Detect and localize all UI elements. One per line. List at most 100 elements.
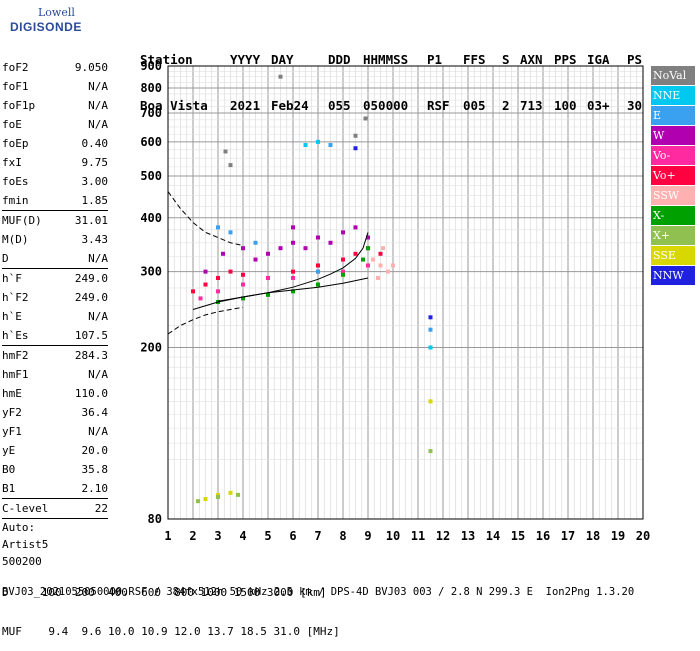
- param-key: fxI: [2, 156, 22, 169]
- y-tick-labels: 80 200 300 400 500 600 700 800 900: [140, 59, 162, 526]
- auto-scaling-text: 500200: [2, 555, 42, 568]
- footer-muf-row: MUF 9.4 9.6 10.0 10.9 12.0 13.7 18.5 31.…: [2, 625, 340, 638]
- echo-point: [191, 289, 195, 294]
- legend-item: SSE: [651, 246, 695, 265]
- header-label-7: S: [502, 52, 510, 67]
- header-value-11: 30: [627, 98, 643, 113]
- y-tick-label: 800: [140, 81, 162, 95]
- echo-point: [228, 163, 233, 168]
- header-value-4: 050000: [363, 98, 409, 113]
- param-value: 36.4: [81, 406, 109, 419]
- param-value: 22: [94, 502, 108, 515]
- param-row-f: foF2 9.050: [2, 58, 108, 77]
- param-value: N/A: [88, 252, 108, 265]
- echo-point: [216, 492, 220, 497]
- param-row-h: h`E N/A: [2, 307, 108, 326]
- param-row-profile: hmF1 N/A: [2, 365, 108, 384]
- header-label-8: AXN: [520, 52, 543, 67]
- x-tick-label: 12: [436, 529, 450, 543]
- param-value: N/A: [88, 99, 108, 112]
- param-key: hmE: [2, 387, 22, 400]
- echo-point: [216, 225, 220, 230]
- header-value-1: 2021: [230, 98, 261, 113]
- header-value-2: Feb24: [271, 98, 309, 113]
- param-value: N/A: [88, 118, 108, 131]
- echo-point: [278, 246, 283, 251]
- header-label-11: PS: [627, 52, 643, 67]
- echo-point: [376, 275, 380, 280]
- param-key: foE: [2, 118, 22, 131]
- echo-point: [241, 246, 245, 251]
- scaled-parameters-panel: foF2 9.050 foF1 N/A foF1p N/A foE N/A foEp 0.40 fx…: [2, 58, 108, 570]
- echo-point: [203, 497, 208, 502]
- echo-point: [428, 327, 433, 332]
- param-key: hmF1: [2, 368, 29, 381]
- param-divider: [2, 210, 108, 211]
- y-tick-label: 200: [140, 341, 162, 355]
- echo-point: [266, 275, 270, 280]
- param-value: 3.43: [81, 233, 109, 246]
- param-divider: [2, 345, 108, 346]
- header-label-10: IGA: [587, 52, 610, 67]
- footer-distance-row: D 100 200 400 600 800 1000 1500 3000 [km…: [2, 586, 327, 599]
- header-label-2: DAY: [271, 52, 294, 67]
- digisonde-logo: Lowell DIGISONDE: [4, 4, 84, 38]
- y-tick-label: 400: [140, 211, 162, 225]
- param-row-profile: B0 35.8: [2, 460, 108, 479]
- echo-point: [303, 143, 308, 148]
- param-value: 3.00: [81, 175, 109, 188]
- echo-point: [291, 240, 295, 245]
- polarization-legend: NoVal NNE E W Vo- Vo+ SSW X- X+ SSE NNW: [651, 66, 695, 286]
- x-tick-label: 7: [314, 529, 321, 543]
- echo-point: [236, 492, 240, 497]
- x-tick-label: 11: [411, 529, 425, 543]
- logo-line2: DIGISONDE: [10, 20, 82, 34]
- param-value: 1.85: [81, 194, 109, 207]
- echo-point: [366, 235, 370, 240]
- x-tick-label: 14: [486, 529, 500, 543]
- param-value: N/A: [88, 425, 108, 438]
- header-value-7: 2: [502, 98, 510, 113]
- model-curve-dashed: [167, 191, 244, 246]
- echo-point: [316, 263, 320, 268]
- param-key: foEs: [2, 175, 29, 188]
- param-key: foEp: [2, 137, 29, 150]
- param-value: N/A: [88, 310, 108, 323]
- echo-point: [228, 490, 233, 495]
- echo-point: [228, 269, 233, 274]
- header-value-10: 03+: [587, 98, 610, 113]
- param-row-muf: M(D) 3.43: [2, 230, 108, 249]
- legend-item: E: [651, 106, 695, 125]
- echo-point: [291, 225, 295, 230]
- param-key: h`E: [2, 310, 22, 323]
- header-label-0: Station: [140, 52, 193, 67]
- x-tick-label: 20: [636, 529, 650, 543]
- echo-point: [253, 240, 258, 245]
- param-row-f: foF1p N/A: [2, 96, 108, 115]
- header-value-6: 005: [463, 98, 486, 113]
- param-divider: [2, 498, 108, 499]
- param-row-muf: MUF(D) 31.01: [2, 211, 108, 230]
- param-key: fmin: [2, 194, 29, 207]
- echo-point: [196, 499, 200, 504]
- x-tick-label: 10: [386, 529, 400, 543]
- param-row-profile: B1 2.10: [2, 479, 108, 498]
- param-key: foF2: [2, 61, 29, 74]
- station-header: Station YYYY DAY DDD HHMMSS P1 FFS S AXN PPS IGA PS…: [140, 22, 642, 129]
- echo-point: [203, 269, 208, 274]
- footer-table: D 100 200 400 600 800 1000 1500 3000 [km…: [2, 560, 340, 651]
- param-divider: [2, 268, 108, 269]
- header-label-3: DDD: [328, 52, 351, 67]
- param-row-profile: yF2 36.4: [2, 403, 108, 422]
- param-key: B1: [2, 482, 16, 495]
- echo-point: [353, 133, 358, 138]
- x-tick-label: 4: [239, 529, 246, 543]
- param-value: 9.75: [81, 156, 109, 169]
- param-key: hmF2: [2, 349, 29, 362]
- param-row-profile: yE 20.0: [2, 441, 108, 460]
- echo-point: [378, 251, 383, 256]
- echo-point: [391, 263, 395, 268]
- echo-point: [316, 235, 320, 240]
- param-key: yF2: [2, 406, 22, 419]
- param-key: h`F: [2, 272, 22, 285]
